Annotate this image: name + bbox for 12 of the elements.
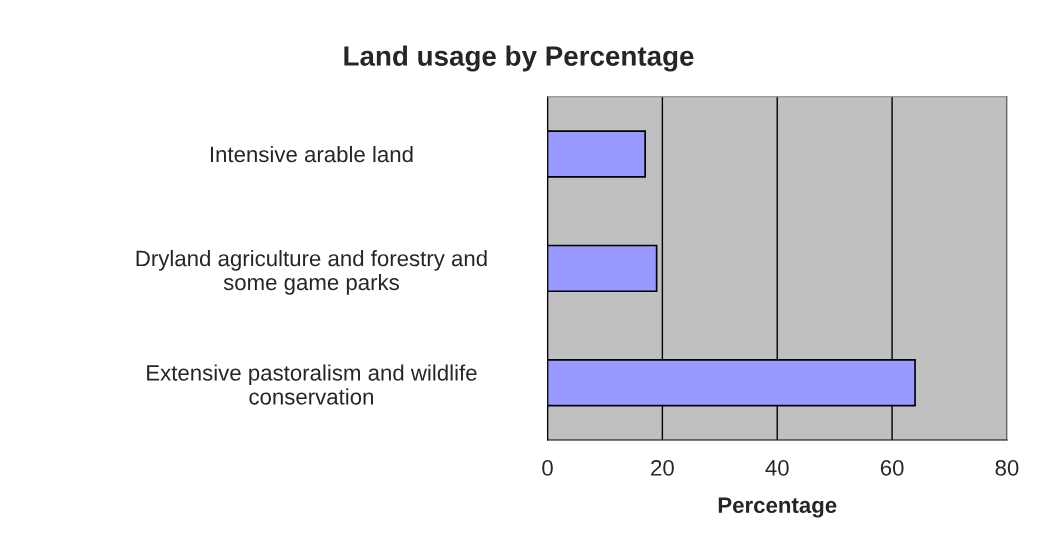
x-tick-label: 0 xyxy=(542,460,553,476)
bar xyxy=(547,244,658,293)
x-tick-label: 60 xyxy=(880,460,904,476)
chart-title: Land usage by Percentage xyxy=(344,45,694,72)
x-tick-label: 40 xyxy=(765,460,789,476)
x-tick-label: 80 xyxy=(995,460,1019,476)
bar xyxy=(547,130,646,178)
y-tick-label: Dryland agriculture and forestry and some game parks xyxy=(136,249,487,295)
x-tick-label: 20 xyxy=(651,460,674,476)
y-tick-label: Intensive arable land xyxy=(210,145,413,163)
x-axis-title: Percentage xyxy=(718,497,837,518)
y-tick-label: Extensive pastoralism and wildlife conservation xyxy=(147,364,477,405)
